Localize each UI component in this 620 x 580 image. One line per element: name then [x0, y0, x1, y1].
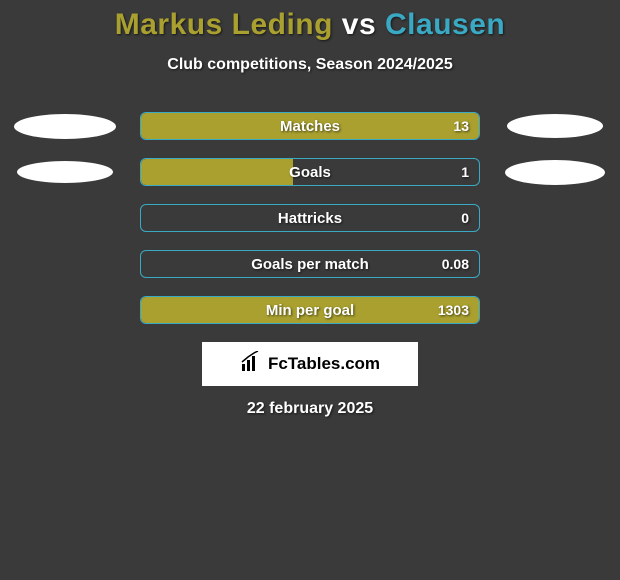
stat-value: 1303	[438, 302, 469, 318]
stat-label: Min per goal	[141, 302, 479, 319]
player1-name: Markus Leding	[115, 8, 333, 41]
stat-label: Hattricks	[141, 210, 479, 227]
right-ellipse-slot	[500, 160, 610, 185]
stat-row: Matches13	[0, 112, 620, 140]
player1-ellipse	[17, 161, 113, 183]
subtitle: Club competitions, Season 2024/2025	[0, 56, 620, 74]
page-title: Markus Leding vs Clausen	[0, 8, 620, 42]
stat-bar: Hattricks0	[140, 204, 480, 232]
player2-name: Clausen	[385, 8, 505, 41]
stat-value: 0	[461, 210, 469, 226]
stats-rows: Matches13 Goals1 Hattricks0 Goals per match…	[0, 112, 620, 324]
player1-ellipse	[14, 114, 116, 139]
right-ellipse-slot	[500, 114, 610, 138]
stat-bar: Min per goal1303	[140, 296, 480, 324]
stat-value: 1	[461, 164, 469, 180]
stat-row: Min per goal1303	[0, 296, 620, 324]
logo-box: FcTables.com	[202, 342, 418, 386]
stat-label: Goals per match	[141, 256, 479, 273]
stat-row: Hattricks0	[0, 204, 620, 232]
comparison-card: Markus Leding vs Clausen Club competitio…	[0, 0, 620, 418]
logo-text: FcTables.com	[268, 354, 380, 374]
chart-icon	[240, 351, 262, 378]
stat-row: Goals per match0.08	[0, 250, 620, 278]
player2-ellipse	[505, 160, 605, 185]
left-ellipse-slot	[10, 161, 120, 183]
stat-bar: Goals1	[140, 158, 480, 186]
stat-value: 0.08	[442, 256, 469, 272]
left-ellipse-slot	[10, 114, 120, 139]
date-text: 22 february 2025	[0, 400, 620, 418]
stat-label: Goals	[141, 164, 479, 181]
player2-ellipse	[507, 114, 603, 138]
stat-value: 13	[453, 118, 469, 134]
stat-bar: Matches13	[140, 112, 480, 140]
stat-label: Matches	[141, 118, 479, 135]
vs-text: vs	[342, 8, 376, 41]
stat-bar: Goals per match0.08	[140, 250, 480, 278]
stat-row: Goals1	[0, 158, 620, 186]
